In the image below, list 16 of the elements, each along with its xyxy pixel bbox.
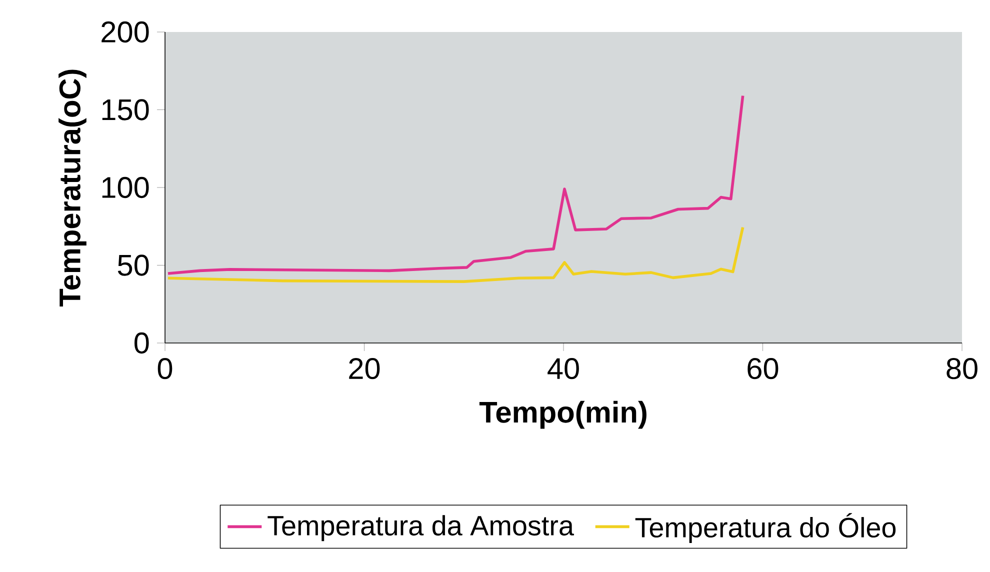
legend-label: Temperatura do Óleo: [635, 513, 896, 544]
y-tick-label: 100: [102, 176, 149, 198]
x-tick-label: 20: [349, 358, 380, 380]
y-axis-title: Temperatura(oC): [58, 70, 86, 306]
x-axis-title: Tempo(min): [479, 400, 646, 429]
x-tick-label: 40: [548, 358, 579, 380]
x-tick-label: 0: [158, 358, 172, 380]
y-tick-label: 0: [134, 332, 149, 354]
x-tick-label: 60: [748, 358, 778, 380]
x-tick-label: 80: [946, 358, 978, 380]
line-series: [166, 226, 744, 283]
y-tick-label: 50: [118, 254, 149, 276]
line-series: [166, 94, 744, 275]
y-tick-label: 200: [102, 21, 149, 43]
legend-label: Temperatura da Amostra: [268, 515, 574, 542]
y-tick-label: 150: [102, 99, 149, 120]
